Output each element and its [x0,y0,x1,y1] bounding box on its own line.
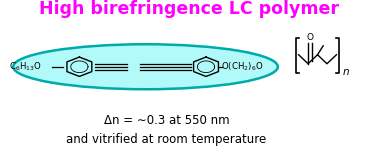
Text: $\mathregular{O(CH_2)_6O}$: $\mathregular{O(CH_2)_6O}$ [221,60,264,73]
Ellipse shape [13,44,278,89]
Text: n: n [342,67,349,77]
Text: O: O [307,33,313,42]
Text: Δn = ∼0.3 at 550 nm: Δn = ∼0.3 at 550 nm [104,114,229,127]
Text: and vitrified at room temperature: and vitrified at room temperature [66,133,266,146]
Text: $\mathregular{C_6H_{13}O}$: $\mathregular{C_6H_{13}O}$ [9,60,42,73]
Text: High birefringence LC polymer: High birefringence LC polymer [39,0,339,18]
